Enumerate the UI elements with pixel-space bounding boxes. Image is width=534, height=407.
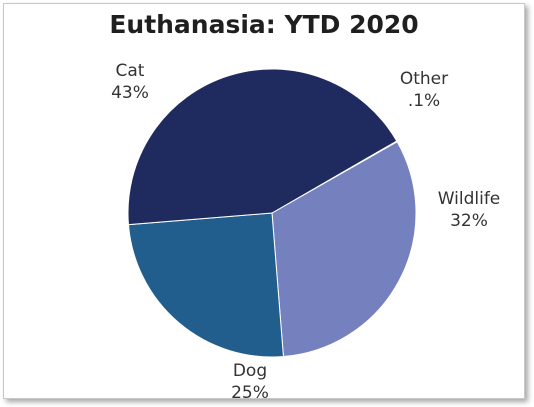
pie-slice-dog	[127, 212, 284, 358]
chart-frame: Euthanasia: YTD 2020 Other .1% Wildlife 32%…	[3, 3, 525, 400]
slice-name-wildlife: Wildlife	[438, 189, 501, 209]
pie-slice-wildlife	[271, 141, 417, 358]
pie-slice-cat	[127, 68, 398, 226]
slice-percent-wildlife: 32%	[450, 211, 488, 231]
slice-percent-other: .1%	[408, 91, 440, 111]
slice-name-dog: Dog	[233, 361, 267, 381]
slice-percent-dog: 25%	[231, 383, 269, 400]
slice-percent-cat: 43%	[111, 83, 149, 103]
chart-title: Euthanasia: YTD 2020	[109, 10, 419, 39]
slice-name-cat: Cat	[116, 61, 145, 81]
slice-name-other: Other	[400, 69, 448, 89]
